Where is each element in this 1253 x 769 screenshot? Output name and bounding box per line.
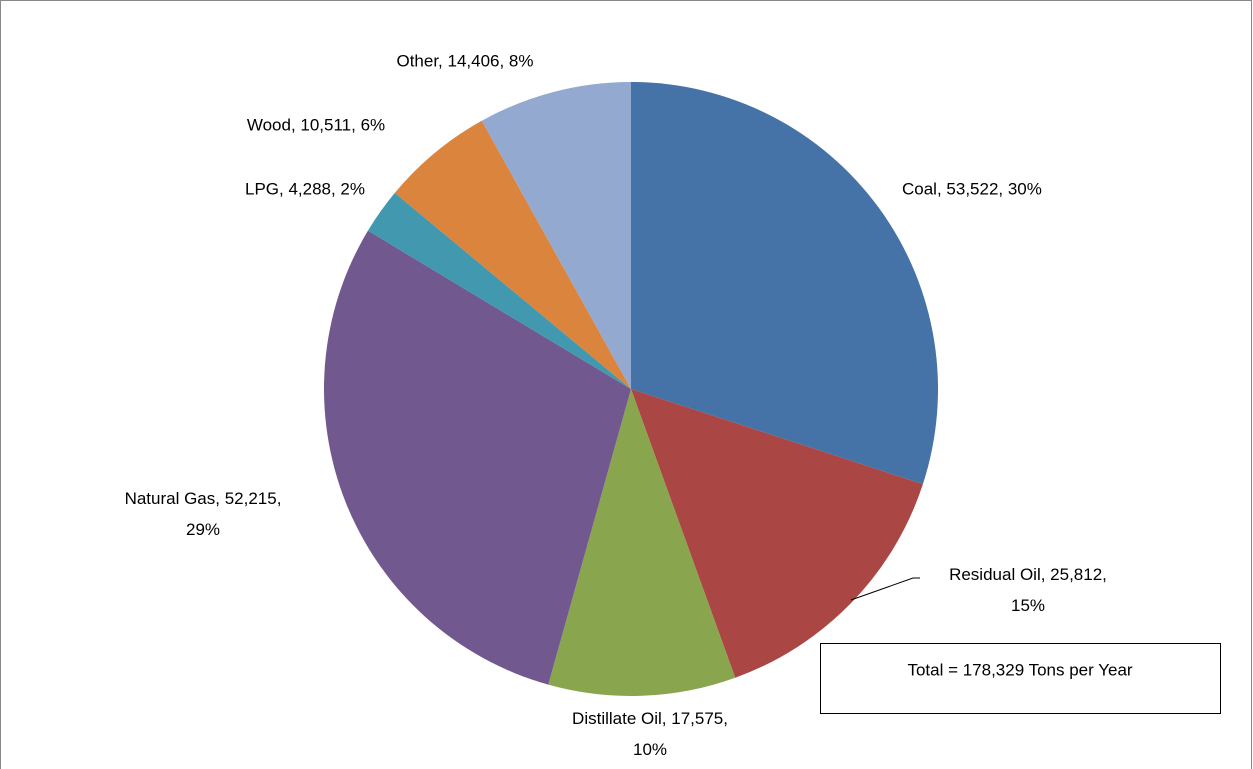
annotation-box — [820, 643, 1221, 714]
annotation: Total = 178,329 Tons per Year — [907, 660, 1132, 679]
pie-slice — [367, 192, 631, 389]
data-label: Coal, 53,522, 30% — [902, 179, 1042, 198]
pie-slice — [548, 389, 736, 696]
pie-slice — [481, 82, 631, 389]
data-label: Other, 14,406, 8% — [396, 51, 533, 70]
pie-slice — [394, 120, 631, 389]
data-label: Natural Gas, 52,215, 29% — [125, 489, 282, 539]
leader-line — [850, 577, 920, 601]
data-label: LPG, 4,288, 2% — [245, 179, 365, 198]
pie-slice — [324, 230, 631, 685]
pie-slice — [631, 82, 938, 485]
data-label: Residual Oil, 25,812, 15% — [949, 565, 1107, 615]
data-label: Distillate Oil, 17,575, 10% — [572, 709, 728, 759]
data-label: Wood, 10,511, 6% — [247, 115, 385, 134]
pie — [324, 82, 938, 696]
pie-slice — [631, 389, 923, 678]
